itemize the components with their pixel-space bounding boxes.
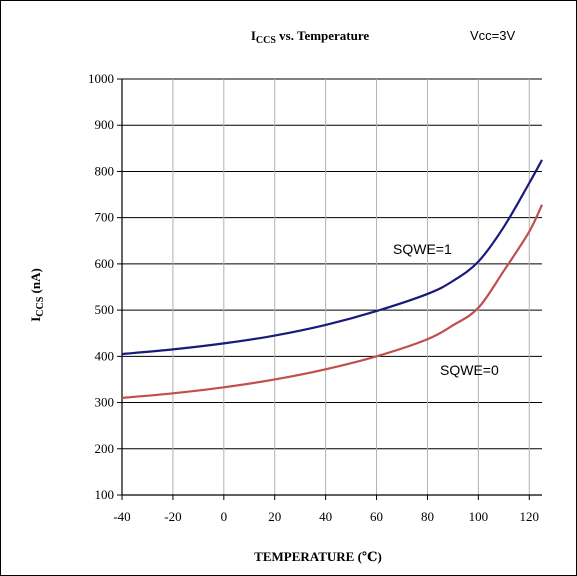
y-tick-label: 100 (95, 487, 115, 502)
x-tick-label: -40 (113, 509, 130, 524)
y-tick-label: 500 (95, 302, 115, 317)
condition-label: Vcc=3V (470, 28, 515, 43)
chart-title: ICCS vs. Temperature (251, 28, 370, 46)
x-tick-label: 20 (268, 509, 281, 524)
x-tick-label: 100 (469, 509, 489, 524)
y-axis-label: ICCS (nA) (28, 268, 46, 322)
series-label-sqwe0: SQWE=0 (440, 362, 499, 378)
x-tick-label: 40 (319, 509, 332, 524)
y-tick-label: 200 (95, 441, 115, 456)
x-tick-label: 60 (370, 509, 383, 524)
x-tick-label: 0 (221, 509, 228, 524)
x-axis-label: TEMPERATURE (℃) (254, 549, 382, 564)
x-tick-label: -20 (164, 509, 181, 524)
y-tick-label: 600 (95, 256, 115, 271)
y-tick-label: 300 (95, 395, 115, 410)
x-tick-label: 120 (520, 509, 540, 524)
tick-labels: 100 200 300 400 500 600 700 800 900 1000 -40 -20 0 20… (88, 71, 539, 524)
series-line-sqwe-1 (121, 159, 543, 356)
y-tick-label: 1000 (88, 71, 114, 86)
series-label-sqwe1: SQWE=1 (393, 241, 452, 257)
y-tick-label: 800 (95, 163, 115, 178)
series-lines (121, 159, 543, 400)
series-line-sqwe-0 (121, 204, 543, 400)
y-tick-label: 900 (95, 117, 115, 132)
grid (117, 78, 542, 500)
x-tick-label: 80 (421, 509, 434, 524)
y-tick-label: 400 (95, 348, 115, 363)
y-tick-label: 700 (95, 210, 115, 225)
